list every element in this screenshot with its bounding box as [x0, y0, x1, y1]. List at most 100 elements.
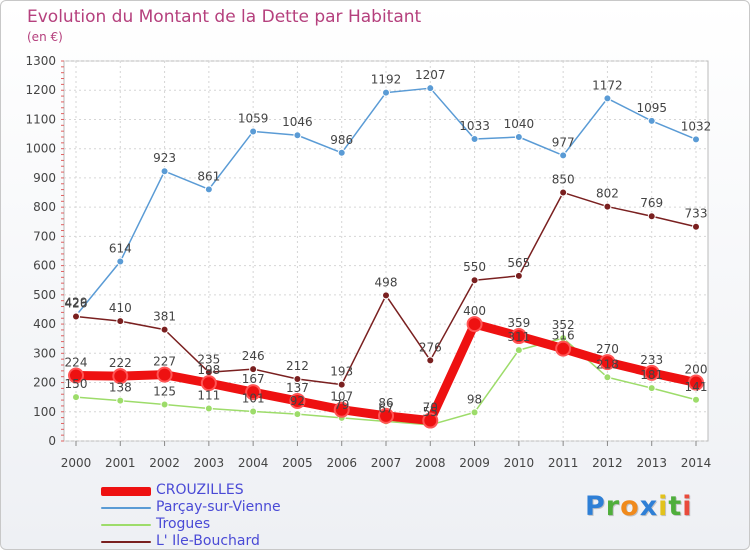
data-point	[204, 185, 213, 194]
data-point	[692, 222, 700, 231]
data-label: 1032	[681, 119, 712, 133]
x-tick-label: 2013	[636, 456, 667, 470]
y-tick-label: 200	[33, 376, 56, 390]
y-tick-label: 1000	[25, 142, 56, 156]
x-tick-label: 2011	[548, 456, 579, 470]
data-label: 224	[65, 356, 88, 370]
data-label: 212	[286, 359, 309, 373]
data-label: 98	[467, 392, 482, 406]
data-point	[643, 364, 660, 381]
data-label: 923	[153, 151, 176, 165]
data-label: 400	[463, 304, 486, 318]
data-point	[337, 380, 346, 389]
data-point	[116, 396, 125, 405]
x-tick-label: 2001	[105, 456, 136, 470]
data-point	[116, 317, 125, 326]
data-label: 276	[419, 340, 442, 354]
data-point	[647, 384, 656, 393]
legend-item: CROUZILLES	[101, 482, 321, 499]
legend-item: Trogues	[101, 516, 321, 533]
data-point	[293, 375, 302, 384]
y-tick-label: 700	[33, 229, 56, 243]
data-label: 270	[596, 342, 619, 356]
chart-unit: (en €)	[27, 30, 63, 44]
data-label: 316	[552, 329, 575, 343]
data-point	[160, 167, 169, 176]
data-point	[249, 407, 258, 416]
data-label: 311	[507, 330, 530, 344]
y-tick-label: 300	[33, 346, 56, 360]
data-label: 1059	[238, 111, 269, 125]
data-label: 107	[330, 390, 353, 404]
legend-item: L' Ile-Bouchard	[101, 533, 321, 550]
data-point	[382, 291, 390, 300]
data-point	[603, 373, 612, 382]
data-label: 1033	[459, 119, 490, 133]
y-tick-label: 500	[33, 288, 56, 302]
brand-letter: P	[585, 491, 606, 522]
chart-title: Evolution du Montant de la Dette par Hab…	[27, 7, 422, 27]
data-point	[692, 135, 700, 144]
x-tick-label: 2007	[371, 456, 402, 470]
data-label: 138	[109, 381, 132, 395]
data-point	[160, 325, 169, 334]
data-label: 246	[242, 349, 265, 363]
y-tick-label: 800	[33, 200, 56, 214]
data-label: 150	[65, 377, 88, 391]
data-label: 141	[685, 380, 708, 394]
data-label: 410	[109, 301, 132, 315]
data-point	[647, 212, 656, 221]
data-label: 79	[334, 398, 349, 412]
legend-label: Trogues	[156, 516, 211, 532]
x-tick-label: 2005	[282, 456, 313, 470]
legend-label: Parçay-sur-Vienne	[156, 499, 281, 515]
brand-letter: r	[605, 491, 621, 522]
data-point	[470, 135, 479, 144]
data-label: 111	[197, 389, 220, 403]
data-label: 352	[552, 318, 575, 332]
y-tick-label: 900	[33, 171, 56, 185]
data-point	[249, 127, 258, 136]
y-tick-label: 1100	[25, 112, 56, 126]
data-point	[289, 392, 306, 409]
data-point	[692, 395, 700, 404]
data-point	[68, 367, 84, 384]
data-point	[426, 356, 435, 365]
data-label: 1172	[592, 78, 623, 92]
data-label: 977	[552, 135, 575, 149]
legend-swatch	[101, 507, 151, 509]
data-point	[688, 374, 704, 391]
data-point	[426, 84, 435, 93]
data-point	[470, 276, 479, 285]
data-point	[599, 354, 616, 371]
data-label: 733	[685, 207, 708, 221]
x-tick-label: 2000	[61, 456, 92, 470]
data-label: 861	[197, 169, 220, 183]
x-tick-label: 2006	[326, 456, 357, 470]
data-point	[116, 257, 125, 266]
data-point	[293, 131, 302, 140]
brand-letter: x	[639, 491, 659, 522]
data-label: 137	[286, 381, 309, 395]
data-point	[514, 271, 523, 280]
data-label: 565	[507, 256, 530, 270]
data-label: 67	[378, 401, 393, 415]
data-point	[245, 384, 262, 401]
data-point	[337, 148, 346, 157]
data-point	[200, 375, 217, 392]
data-label: 802	[596, 187, 619, 201]
data-label: 125	[153, 384, 176, 398]
x-tick-label: 2010	[504, 456, 535, 470]
data-label: 986	[330, 133, 353, 147]
data-label: 222	[109, 356, 132, 370]
data-point	[510, 328, 527, 345]
data-label: 218	[596, 357, 619, 371]
data-point	[293, 410, 302, 419]
data-point	[204, 404, 213, 413]
data-label: 1095	[636, 101, 667, 115]
data-label: 235	[197, 352, 220, 366]
x-tick-label: 2012	[592, 456, 623, 470]
y-tick-label: 1200	[25, 83, 56, 97]
data-label: 86	[378, 396, 393, 410]
